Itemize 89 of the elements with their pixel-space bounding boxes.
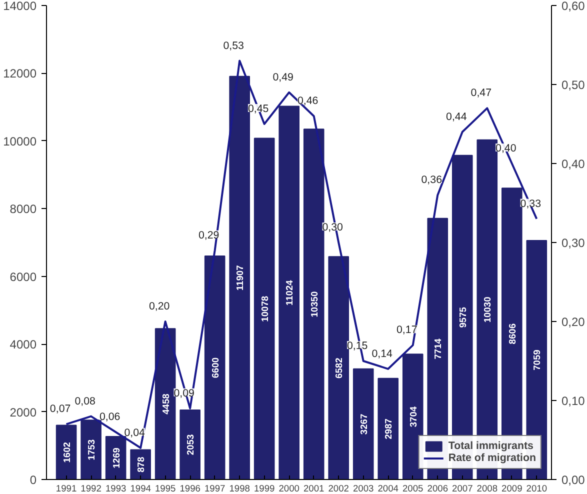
bar <box>328 256 350 480</box>
data-label: 0,30 <box>322 222 344 234</box>
x-tick-label: 2005 <box>402 484 424 494</box>
data-label: 0,36 <box>421 174 442 186</box>
data-label: 0,40 <box>496 142 516 154</box>
x-tick-label: 2001 <box>303 484 324 494</box>
bar <box>378 378 399 480</box>
bar <box>204 256 226 480</box>
data-label: 11024 <box>284 279 295 306</box>
data-label: 10030 <box>482 296 493 323</box>
data-label: 7714 <box>433 338 444 360</box>
y-tick-label: 10000 <box>3 134 37 148</box>
data-label: 1753 <box>86 439 97 460</box>
data-label: 0,07 <box>50 403 71 416</box>
data-label: 0,15 <box>346 340 368 352</box>
data-label: 10078 <box>260 296 270 322</box>
x-tick-label: 2006 <box>427 484 448 494</box>
data-label: 3704 <box>408 406 418 428</box>
data-label: 11907 <box>235 265 246 291</box>
bar <box>180 409 200 480</box>
data-label: 0,46 <box>297 95 318 108</box>
y2-tick-label: 0,00 <box>562 473 586 487</box>
bar <box>402 354 424 480</box>
data-label: 0,20 <box>148 300 170 312</box>
data-label: 0,09 <box>174 387 195 400</box>
x-tick-label: 2010 <box>526 484 548 494</box>
data-label: 0,17 <box>396 324 418 336</box>
data-label: 7059 <box>532 350 542 370</box>
data-label: 8606 <box>507 323 518 344</box>
y-tick-label: 0 <box>30 473 37 487</box>
bar <box>303 128 324 480</box>
legend-label: Rate of migration <box>448 452 536 464</box>
data-label: 0,49 <box>272 71 294 84</box>
data-label: 2053 <box>186 434 196 456</box>
y-tick-label: 12000 <box>3 66 37 81</box>
x-tick-label: 2003 <box>352 484 374 494</box>
bar <box>352 368 374 480</box>
x-tick-label: 1997 <box>204 484 226 494</box>
data-label: 6582 <box>334 358 344 378</box>
x-tick-label: 2007 <box>452 484 473 494</box>
x-tick-label: 1996 <box>180 484 200 494</box>
y2-tick-label: 0,20 <box>562 315 586 329</box>
data-label: 0,08 <box>74 395 96 408</box>
data-label: 4458 <box>160 394 171 414</box>
data-label: 878 <box>136 456 146 472</box>
data-label: 0,45 <box>248 103 269 115</box>
x-tick-label: 2002 <box>328 484 349 494</box>
data-label: 0,29 <box>198 229 220 242</box>
y2-tick-label: 0,10 <box>562 394 586 408</box>
bar <box>254 138 275 480</box>
data-label: 0,14 <box>372 348 393 360</box>
data-label: 1602 <box>62 442 72 463</box>
y2-tick-label: 0,50 <box>562 78 586 92</box>
data-label: 9575 <box>458 307 468 328</box>
data-label: 6600 <box>210 357 220 378</box>
data-label: 10350 <box>309 291 320 318</box>
bar <box>154 328 176 480</box>
x-tick-label: 2000 <box>278 484 300 494</box>
x-tick-label: 2008 <box>476 484 498 494</box>
bar <box>229 76 250 480</box>
legend-label: Total immigrants <box>448 440 534 452</box>
x-tick-label: 2004 <box>378 484 399 494</box>
data-label: 1269 <box>111 448 122 468</box>
y-tick-label: 6000 <box>10 270 37 284</box>
data-label: 0,47 <box>470 87 492 100</box>
y2-tick-label: 0,40 <box>562 157 586 171</box>
x-tick-label: 1994 <box>130 484 151 494</box>
data-label: 0,44 <box>446 110 467 123</box>
x-tick-label: 2009 <box>502 484 522 494</box>
x-tick-label: 1998 <box>229 484 250 494</box>
y2-tick-label: 0,60 <box>562 0 586 13</box>
x-tick-label: 1991 <box>56 484 77 494</box>
bar <box>80 420 102 480</box>
x-tick-label: 1995 <box>154 484 176 494</box>
data-label: 0,53 <box>223 40 244 52</box>
x-tick-label: 1992 <box>80 484 102 494</box>
x-tick-label: 1999 <box>254 484 275 494</box>
x-tick-label: 1993 <box>105 484 126 494</box>
data-label: 0,06 <box>99 411 120 424</box>
y-tick-label: 8000 <box>10 202 37 216</box>
data-label: 0,33 <box>520 198 542 210</box>
data-label: 3267 <box>358 414 369 435</box>
y-tick-label: 4000 <box>10 338 37 352</box>
data-label: 0,04 <box>124 426 146 439</box>
y2-tick-label: 0,30 <box>562 236 586 250</box>
y-tick-label: 14000 <box>3 0 37 13</box>
bar <box>278 106 300 480</box>
data-label: 2987 <box>384 418 394 440</box>
y-tick-label: 2000 <box>10 405 37 420</box>
